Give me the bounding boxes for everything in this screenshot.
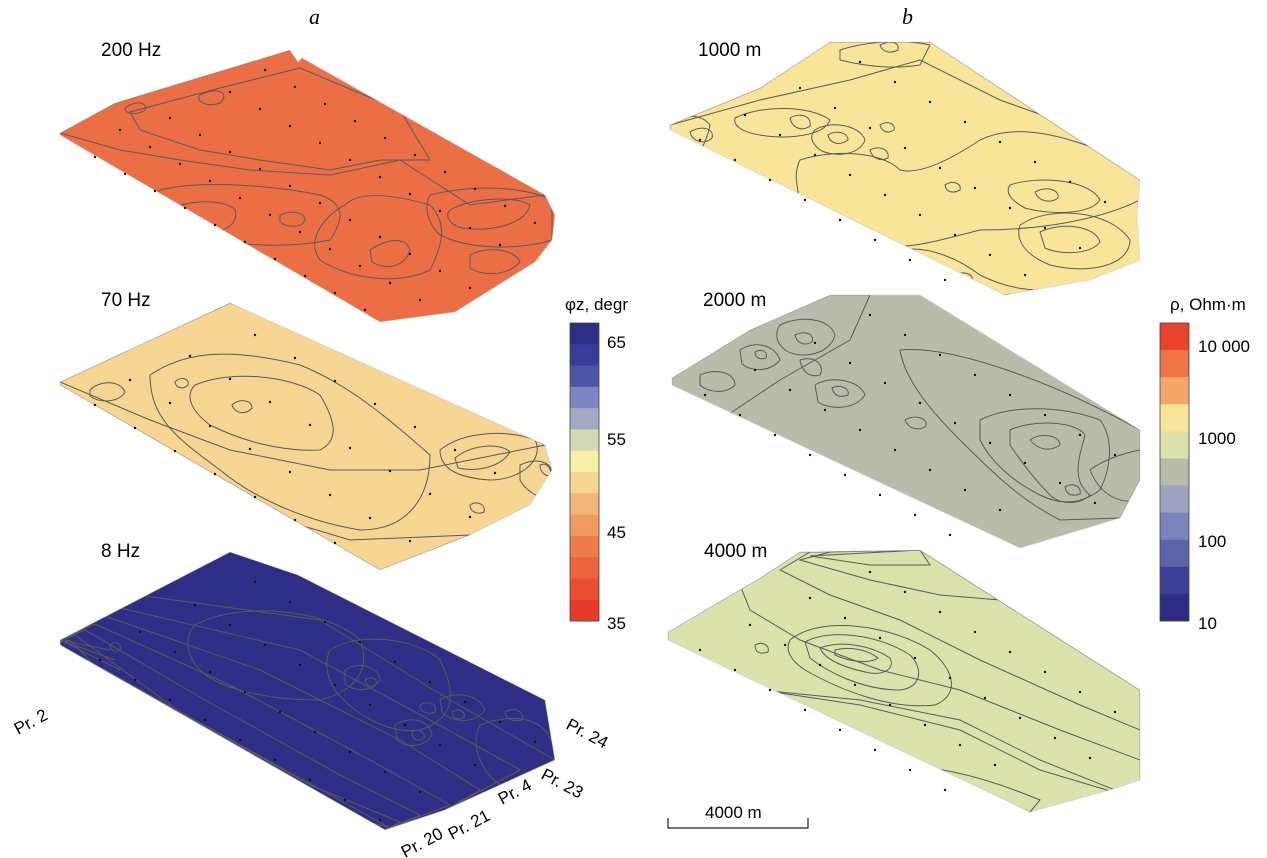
colorbar-swatch — [570, 514, 599, 537]
map-a-200hz-label: 200 Hz — [101, 40, 161, 61]
map-b-1000m-stations — [698, 60, 1107, 282]
map-b-4000m: 4000 m — [667, 541, 1141, 813]
colorbar-swatch — [570, 599, 599, 622]
colorbar-swatch — [570, 557, 599, 579]
profile-label-pr2: Pr. 2 — [11, 705, 51, 738]
profile-label-pr20: Pr. 20 — [398, 824, 446, 858]
colorbar-a-tick-35: 35 — [607, 614, 626, 633]
colorbar-swatch — [570, 578, 599, 601]
colorbar-a-title: φz, degr — [565, 295, 628, 314]
colorbar-swatch — [1160, 404, 1189, 432]
map-b-4000m-label: 4000 m — [704, 541, 767, 562]
colorbar-b-tick-10: 10 — [1198, 614, 1217, 633]
map-a-8hz: 8 Hz — [11, 541, 611, 858]
map-a-70hz-label: 70 Hz — [101, 290, 151, 311]
colorbar-swatch — [1160, 350, 1189, 378]
colorbar-a-tick-45: 45 — [607, 523, 626, 542]
map-a-8hz-stations — [98, 580, 537, 822]
colorbar-swatch — [1160, 377, 1189, 405]
colorbar-swatch — [1160, 566, 1189, 595]
colorbar-swatch — [570, 365, 599, 388]
colorbar-a-swatches — [570, 323, 599, 622]
map-a-70hz-stations — [93, 333, 497, 545]
map-b-2000m-label: 2000 m — [703, 290, 766, 311]
colorbar-swatch — [570, 472, 599, 494]
map-a-8hz-label: 8 Hz — [101, 541, 140, 562]
scale-bar: 4000 m — [667, 803, 809, 829]
colorbar-swatch — [570, 386, 599, 409]
colorbar-b-title: ρ, Ohm·m — [1170, 295, 1246, 314]
colorbar-swatch — [1160, 593, 1189, 622]
panel-b-letter: b — [902, 4, 913, 29]
map-b-2000m-stations — [703, 313, 1117, 537]
profile-label-pr21: Pr. 21 — [445, 806, 493, 844]
colorbar-swatch — [570, 493, 599, 515]
map-b-1000m-label: 1000 m — [698, 40, 761, 61]
colorbar-b-tick-1000: 1000 — [1198, 429, 1236, 448]
colorbar-swatch — [570, 429, 599, 452]
map-b-2000m: 2000 m — [671, 290, 1141, 549]
scale-bar-label: 4000 m — [705, 803, 762, 822]
colorbar-a: φz, degr 65 55 45 35 — [565, 295, 628, 633]
colorbar-b-tick-10000: 10 000 — [1198, 337, 1250, 356]
colorbar-b-tick-100: 100 — [1198, 532, 1226, 551]
colorbar-a-tick-65: 65 — [607, 333, 626, 352]
colorbar-swatch — [570, 323, 599, 345]
colorbar-swatch — [570, 535, 599, 558]
colorbar-swatch — [1160, 512, 1189, 541]
colorbar-swatch — [570, 344, 599, 366]
colorbar-swatch — [1160, 323, 1189, 351]
map-a-200hz-stations — [93, 68, 537, 312]
colorbar-b-swatches — [1160, 323, 1189, 622]
colorbar-swatch — [1160, 539, 1189, 568]
colorbar-swatch — [1160, 485, 1189, 514]
panel-a-letter: a — [309, 4, 320, 29]
colorbar-swatch — [1160, 431, 1189, 459]
profile-label-pr23: Pr. 23 — [538, 765, 586, 803]
colorbar-a-tick-55: 55 — [607, 430, 626, 449]
colorbar-b: ρ, Ohm·m 10 000 1000 100 10 — [1159, 295, 1250, 633]
map-b-1000m: 1000 m — [669, 40, 1141, 296]
colorbar-swatch — [1160, 458, 1189, 486]
profile-label-pr24: Pr. 24 — [563, 715, 611, 753]
map-b-4000m-stations — [698, 570, 1117, 792]
colorbar-swatch — [570, 408, 599, 430]
colorbar-swatch — [570, 450, 599, 473]
